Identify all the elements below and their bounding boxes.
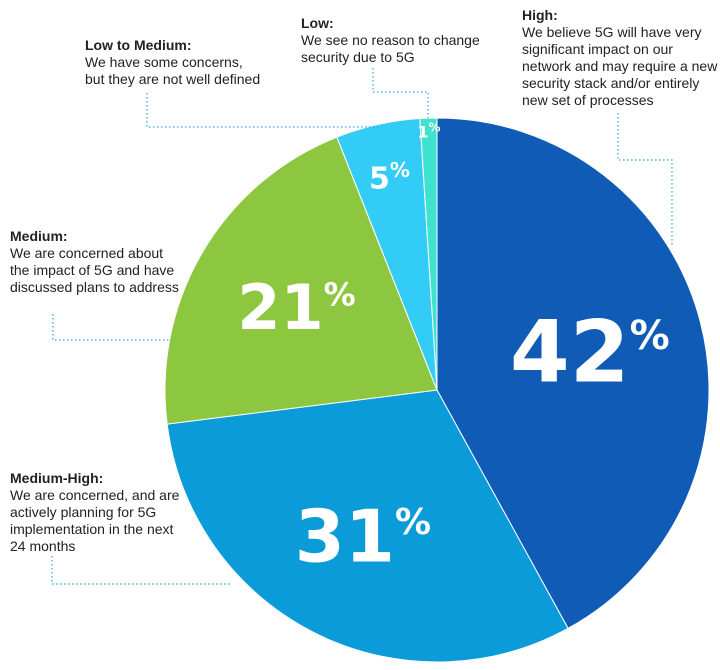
callout-low-to-medium-title: Low to Medium: — [85, 37, 192, 53]
pie-slice-high — [436, 117, 710, 630]
pie-label-medium: 21% — [237, 271, 355, 344]
callout-high-description: We believe 5G will have very significant… — [522, 24, 718, 108]
pie-slice-medium-high — [166, 389, 569, 663]
callout-medium-high-description: We are concerned, and are actively plann… — [10, 487, 180, 554]
callout-low-to-medium: Low to Medium: We have some concerns, bu… — [85, 37, 265, 88]
callout-low-description: We see no reason to change security due … — [301, 32, 480, 65]
pie-label-low-to-medium: 5% — [369, 158, 410, 196]
pie-label-high: 42% — [510, 303, 670, 403]
callout-low: Low: We see no reason to change security… — [301, 15, 491, 66]
callout-medium-high: Medium-High: We are concerned, and are a… — [10, 470, 190, 555]
leader-line-low-to-medium — [146, 93, 380, 128]
leader-line-medium — [52, 314, 172, 341]
pie-label-low: 1% — [417, 120, 440, 141]
pie-slice-low — [419, 117, 438, 391]
callout-medium-title: Medium: — [10, 228, 68, 244]
leader-line-medium-high — [51, 556, 230, 585]
callout-low-to-medium-description: We have some concerns, but they are not … — [85, 54, 261, 87]
callout-medium-description: We are concerned about the impact of 5G … — [10, 245, 179, 295]
callout-low-title: Low: — [301, 15, 334, 31]
callout-medium-high-title: Medium-High: — [10, 470, 104, 486]
leader-line-low — [372, 68, 429, 118]
pie-label-medium-high: 31% — [295, 494, 431, 578]
callout-high: High: We believe 5G will have very signi… — [522, 7, 720, 109]
callout-high-title: High: — [522, 7, 558, 23]
callout-medium: Medium: We are concerned about the impac… — [10, 228, 180, 296]
pie-slice-medium — [164, 136, 438, 425]
